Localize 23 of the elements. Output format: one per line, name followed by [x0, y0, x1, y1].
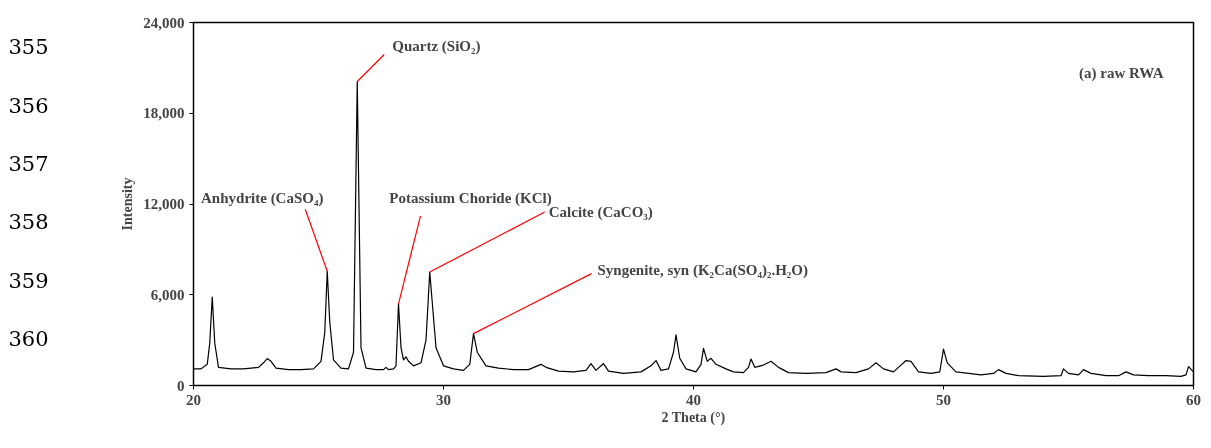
x-axis-title: 2 Theta (°) — [661, 409, 726, 426]
x-tick-label: 40 — [686, 391, 701, 408]
y-tick-label: 6,000 — [150, 286, 185, 303]
text: 358 — [8, 210, 49, 235]
y-tick-label: 18,000 — [143, 105, 185, 122]
x-tick-label: 20 — [186, 391, 201, 408]
x-tick-label: 30 — [436, 391, 451, 408]
x-tick-label: 50 — [936, 391, 951, 408]
text: 360 — [8, 327, 49, 351]
annotation: Quartz (SiO₂) — [392, 38, 481, 56]
text: 355 — [8, 35, 49, 60]
text: 356 — [8, 93, 49, 118]
annotation: Syngenite, syn (K₂Ca(SO₄)₂.H₂O) — [597, 261, 808, 279]
annotation: Potassium Choride (KCl) — [389, 189, 552, 207]
text: 357 — [8, 151, 49, 176]
x-tick-label: 60 — [1186, 391, 1201, 408]
y-tick-label: 24,000 — [143, 14, 185, 31]
y-tick-label: 12,000 — [143, 196, 185, 212]
y-tick-label: 0 — [177, 377, 185, 394]
text: 359 — [8, 268, 49, 293]
annotation: Anhydrite (CaSO₄) — [201, 190, 324, 208]
annotation: (a) raw RWA — [1079, 64, 1164, 82]
y-axis-title: Intensity — [120, 177, 136, 231]
